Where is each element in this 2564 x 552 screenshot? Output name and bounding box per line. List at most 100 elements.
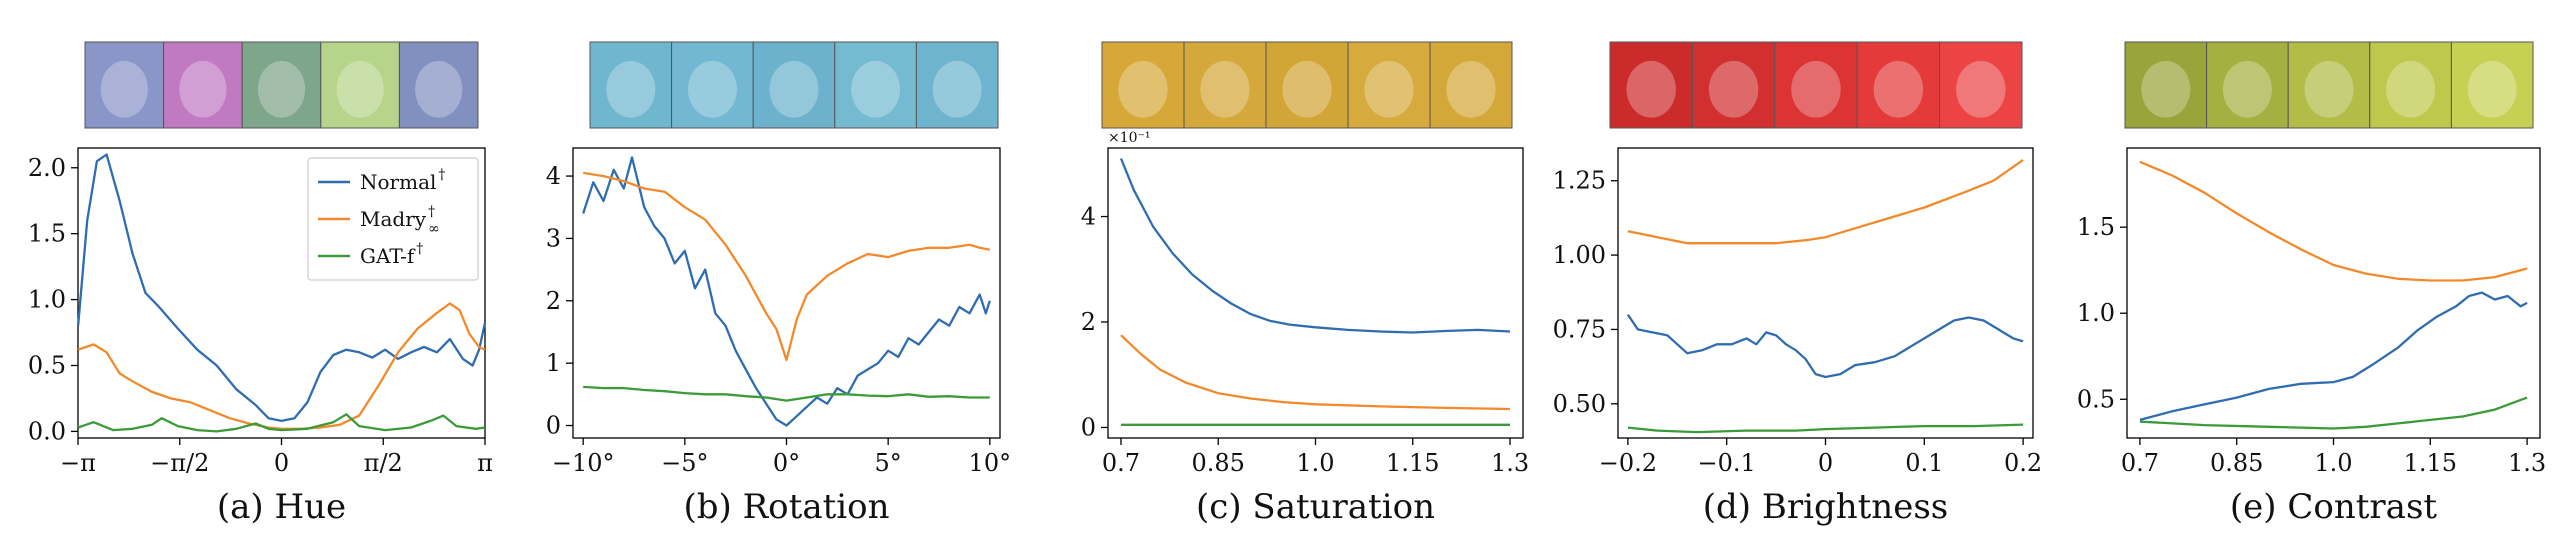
- series-line-gat: [77, 413, 486, 433]
- legend-box: [307, 157, 479, 281]
- x-tick-label: −10°: [552, 449, 615, 477]
- x-tick-label: −5°: [661, 449, 708, 477]
- thumbnail-subject: [1282, 60, 1332, 118]
- thumbnail-strip: [84, 41, 479, 129]
- thumbnail-subject: [687, 60, 737, 118]
- thumbnail-strip: [1609, 41, 2023, 129]
- x-tick-label: −π/2: [150, 449, 209, 477]
- y-tick-label: 2: [1081, 308, 1096, 336]
- thumbnail-strip: [2124, 41, 2534, 129]
- y-tick-label: 0.75: [1553, 315, 1606, 343]
- x-tick-label: 0.7: [1102, 449, 1140, 477]
- thumbnail-image: [2369, 42, 2452, 128]
- thumbnail-image: [1774, 42, 1858, 128]
- x-tick-label: 1.3: [1491, 449, 1529, 477]
- thumbnail-image: [163, 42, 243, 128]
- x-tick-label: 1.15: [2404, 449, 2457, 477]
- y-tick-label: 1.25: [1553, 167, 1606, 195]
- thumbnail-strip: [1101, 41, 1513, 129]
- x-tick-label: −0.1: [1698, 449, 1756, 477]
- thumbnail-frame: [398, 41, 479, 129]
- series-line-madry: [2139, 160, 2528, 282]
- y-tick-label: 0.0: [28, 417, 66, 445]
- x-tick-label: π: [477, 449, 493, 477]
- panel-caption: (a) Hue: [217, 487, 346, 527]
- series-line-normal: [1626, 313, 2024, 379]
- thumbnail-subject: [2141, 60, 2191, 118]
- x-tick-label: 10°: [969, 449, 1012, 477]
- legend-sub: ∞: [428, 221, 440, 237]
- thumbnail-image: [85, 42, 164, 128]
- thumbnail-subject: [1626, 60, 1676, 118]
- y-tick-label: 1.5: [2077, 213, 2115, 241]
- y-tick-label: 0.5: [2077, 385, 2115, 413]
- thumbnail-image: [1184, 42, 1266, 128]
- x-tick-label: 1.0: [2314, 449, 2352, 477]
- panel-caption: (e) Contrast: [2230, 487, 2437, 527]
- series-line-normal: [582, 156, 991, 427]
- thumbnail-frame: [915, 41, 999, 129]
- panel-caption: (c) Saturation: [1196, 487, 1435, 527]
- plot-frame: [1617, 147, 2034, 439]
- x-tick-label: −0.2: [1599, 449, 1657, 477]
- y-tick-label: 1.0: [28, 286, 66, 314]
- thumbnail-subject: [1873, 60, 1924, 118]
- legend-sup: †: [428, 204, 435, 220]
- thumbnail-subject: [2386, 60, 2436, 118]
- thumbnail-image: [1348, 42, 1430, 128]
- y-tick-label: 1.00: [1553, 241, 1606, 269]
- thumbnail-subject: [336, 60, 384, 118]
- series-line-madry: [1627, 158, 2024, 245]
- thumbnail-image: [2125, 42, 2207, 128]
- legend-label-madry: Madry: [360, 207, 427, 231]
- y-tick-label: 2.0: [28, 154, 66, 182]
- chart-panel-2: −10° −5° 0° 5° 10° 0 1 2 3 4 (b) Rotation: [546, 41, 1012, 527]
- series-line-normal: [1119, 158, 1511, 334]
- x-tick-label: −π: [60, 449, 96, 477]
- chart-panel-3: 0.7 0.85 1.0 1.15 1.3 0 2 4 ×10⁻¹ (c) Saturation: [1081, 41, 1529, 527]
- series-line-normal: [2139, 291, 2528, 422]
- y-tick-label: 2: [546, 287, 561, 315]
- series-line-madry: [583, 171, 991, 362]
- x-tick-label: 0.85: [2210, 449, 2263, 477]
- y-tick-label: 3: [546, 224, 561, 252]
- x-tick-label: 5°: [875, 449, 902, 477]
- thumbnail-image: [671, 42, 754, 128]
- thumbnail-image: [1610, 42, 1693, 128]
- y-tick-label: 0.50: [1553, 390, 1606, 418]
- thumbnail-subject: [1118, 60, 1168, 118]
- thumbnail-subject: [1200, 60, 1250, 118]
- legend-label-normal: Normal: [360, 170, 436, 194]
- thumbnail-image: [2288, 42, 2370, 128]
- y-tick-label: 0.5: [28, 352, 66, 380]
- series-line-gat: [2139, 396, 2528, 430]
- series-line-madry: [1120, 334, 1511, 411]
- thumbnail-subject: [415, 60, 463, 118]
- thumbnail-image: [1857, 42, 1940, 128]
- x-tick-label: 0: [1818, 449, 1833, 477]
- y-tick-label: 0: [546, 412, 561, 440]
- thumbnail-strip: [589, 41, 999, 129]
- x-tick-label: 0: [274, 449, 289, 477]
- thumbnail-subject: [1708, 60, 1759, 118]
- series-line-normal: [76, 153, 487, 423]
- y-tick-label: 4: [1081, 203, 1096, 231]
- chart-panel-4: −0.2 −0.1 0 0.1 0.2 0.50 0.75 1.00 1.25 (d) Brigh…: [1553, 41, 2042, 527]
- y-tick-label: 1.0: [2077, 299, 2115, 327]
- x-tick-label: 1.15: [1386, 449, 1439, 477]
- plot-frame: [572, 147, 1001, 439]
- x-tick-label: 0°: [773, 449, 800, 477]
- series-line-madry: [77, 302, 486, 430]
- thumbnail-image: [242, 42, 321, 128]
- thumbnail-subject: [769, 60, 819, 118]
- x-tick-label: 0.2: [2004, 449, 2042, 477]
- thumbnail-image: [320, 42, 400, 128]
- thumbnail-image: [2451, 42, 2533, 128]
- series-line-gat: [1627, 423, 2024, 434]
- panel-caption: (d) Brightness: [1703, 487, 1948, 527]
- x-tick-label: 1.3: [2508, 449, 2546, 477]
- x-tick-label: 0.1: [1905, 449, 1943, 477]
- plot-frame: [1107, 147, 1524, 439]
- thumbnail-image: [399, 42, 478, 128]
